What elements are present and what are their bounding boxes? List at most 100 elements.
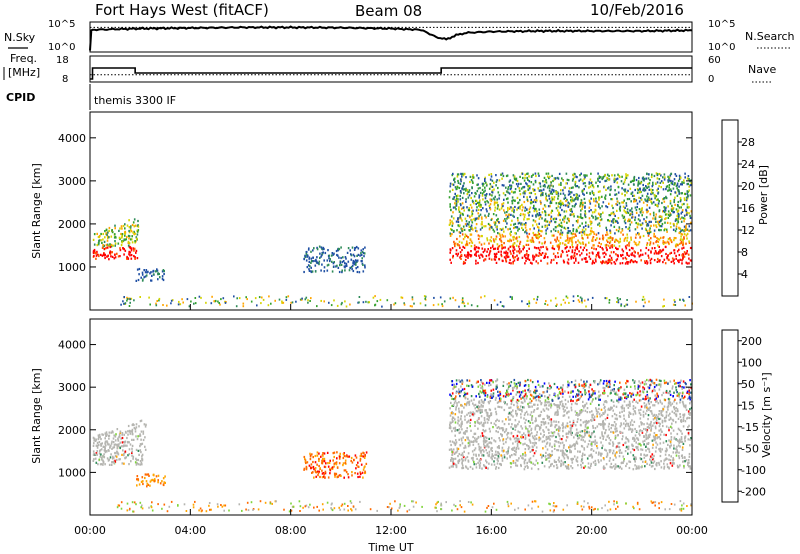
- data-cell: [532, 219, 535, 222]
- data-cell: [634, 242, 637, 246]
- data-cell: [679, 438, 681, 441]
- data-cell: [478, 201, 480, 204]
- data-cell: [649, 227, 651, 230]
- data-cell: [580, 424, 582, 427]
- data-cell: [236, 297, 238, 300]
- data-cell: [460, 424, 463, 427]
- data-cell: [614, 437, 616, 440]
- data-cell: [469, 414, 471, 417]
- data-cell: [683, 299, 685, 302]
- data-cell: [609, 231, 612, 235]
- y-tick-label: 3000: [58, 175, 86, 188]
- data-cell: [539, 189, 542, 192]
- data-cell: [668, 177, 670, 180]
- data-cell: [625, 204, 628, 207]
- data-cell: [596, 217, 598, 220]
- data-cell: [526, 235, 529, 238]
- data-cell: [341, 260, 344, 264]
- data-cell: [322, 246, 325, 249]
- colorbar-tick-label: 8: [741, 246, 748, 259]
- data-cell: [497, 466, 500, 470]
- data-cell: [502, 219, 505, 222]
- data-cell: [351, 474, 353, 477]
- data-cell: [547, 415, 549, 418]
- data-cell: [424, 304, 427, 307]
- data-cell: [629, 451, 632, 454]
- data-cell: [544, 212, 547, 215]
- data-cell: [134, 256, 136, 259]
- data-cell: [676, 222, 678, 225]
- data-cell: [525, 259, 527, 262]
- data-cell: [653, 235, 655, 238]
- data-cell: [205, 301, 207, 304]
- data-cell: [589, 220, 592, 223]
- data-cell: [626, 211, 629, 214]
- data-cell: [307, 264, 310, 267]
- data-cell: [571, 251, 574, 254]
- data-cell: [353, 263, 355, 266]
- data-cell: [648, 238, 650, 241]
- data-cell: [524, 192, 526, 195]
- control-program-label: themis 3300 IF: [94, 94, 176, 107]
- data-cell: [663, 176, 666, 179]
- data-cell: [550, 463, 552, 466]
- data-cell: [582, 409, 584, 412]
- data-cell: [633, 194, 636, 197]
- data-cell: [496, 201, 499, 204]
- data-cell: [555, 424, 558, 427]
- data-cell: [665, 195, 667, 198]
- data-cell: [463, 406, 465, 409]
- data-cell: [359, 457, 362, 460]
- data-cell: [629, 218, 631, 221]
- data-cell: [464, 217, 467, 220]
- data-cell: [541, 440, 544, 443]
- data-cell: [308, 269, 311, 272]
- data-cell: [643, 218, 645, 221]
- data-cell: [644, 198, 646, 201]
- data-cell: [544, 205, 547, 208]
- data-cell: [656, 220, 659, 223]
- data-cell: [635, 233, 637, 236]
- data-cell: [104, 437, 106, 440]
- data-cell: [557, 413, 559, 416]
- data-cell: [478, 203, 480, 206]
- data-cell: [631, 194, 634, 197]
- data-cell: [627, 211, 630, 214]
- data-cell: [637, 183, 639, 186]
- data-cell: [604, 409, 607, 412]
- data-cell: [575, 441, 578, 444]
- data-cell: [316, 256, 318, 259]
- data-cell: [665, 188, 667, 191]
- data-cell: [572, 256, 575, 260]
- data-cell: [457, 220, 460, 223]
- data-cell: [295, 300, 297, 303]
- data-cell: [456, 254, 459, 257]
- data-cell: [583, 299, 586, 302]
- data-cell: [628, 219, 631, 223]
- data-cell: [580, 231, 582, 234]
- data-cell: [672, 207, 675, 210]
- data-cell: [513, 403, 515, 407]
- data-cell: [681, 216, 683, 219]
- data-cell: [123, 462, 125, 465]
- data-cell: [332, 262, 335, 265]
- data-cell: [158, 272, 160, 276]
- data-cell: [536, 403, 539, 406]
- data-cell: [615, 193, 618, 196]
- data-cell: [673, 447, 675, 450]
- data-cell: [500, 207, 503, 210]
- data-cell: [465, 176, 467, 179]
- data-cell: [117, 255, 120, 258]
- data-cell: [565, 295, 568, 298]
- data-cell: [567, 258, 570, 261]
- data-cell: [689, 259, 692, 262]
- data-cell: [595, 248, 597, 251]
- data-cell: [449, 423, 451, 426]
- data-cell: [560, 303, 562, 306]
- data-cell: [97, 434, 100, 437]
- data-cell: [637, 222, 639, 225]
- data-cell: [109, 456, 112, 459]
- data-cell: [363, 456, 366, 459]
- data-cell: [484, 225, 487, 228]
- data-cell: [503, 198, 505, 201]
